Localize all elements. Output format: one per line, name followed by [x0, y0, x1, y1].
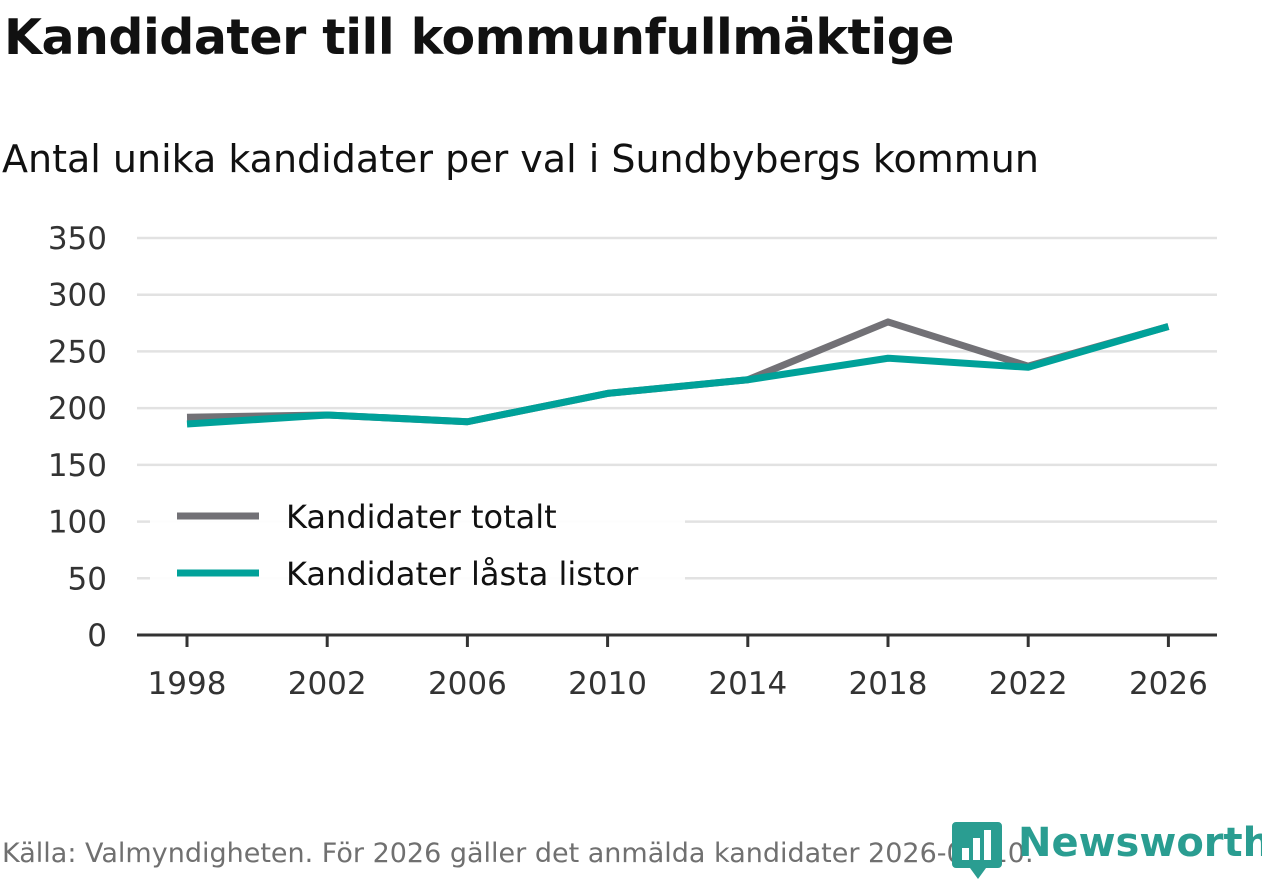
- y-tick-label-150: 150: [48, 448, 107, 484]
- data-point-s2-2002: [324, 411, 331, 418]
- brand-name: Newsworthy: [1018, 820, 1262, 866]
- data-point-s2-2022: [1025, 364, 1032, 371]
- x-tick-label-2026: 2026: [1129, 666, 1208, 702]
- series-line-1: [186, 318, 1170, 426]
- series-line-2: [186, 323, 1170, 428]
- data-point-s2-2018: [885, 355, 892, 362]
- y-tick-label-50: 50: [68, 561, 107, 597]
- y-tick-label-350: 350: [48, 221, 107, 257]
- legend-label-2: Kandidater låsta listor: [286, 555, 639, 593]
- x-tick-label-2022: 2022: [989, 666, 1068, 702]
- data-point-s2-2014: [744, 376, 751, 383]
- data-point-s1-1998: [184, 414, 191, 421]
- data-point-s2-2026: [1165, 323, 1172, 330]
- source-note: Källa: Valmyndigheten. För 2026 gäller d…: [2, 838, 1034, 869]
- y-tick-label-100: 100: [48, 505, 107, 541]
- y-tick-label-250: 250: [48, 334, 107, 370]
- x-tick-label-2010: 2010: [568, 666, 647, 702]
- bar-chart-pin-icon: [952, 822, 1002, 879]
- x-tick-label-2018: 2018: [849, 666, 928, 702]
- x-tick-label-2014: 2014: [708, 666, 787, 702]
- data-point-s2-2006: [464, 418, 471, 425]
- data-point-s1-2018: [885, 318, 892, 325]
- y-tick-label-0: 0: [87, 618, 107, 654]
- brand-logo: Newsworthy: [952, 820, 1262, 880]
- chart-subtitle: Antal unika kandidater per val i Sundbyb…: [2, 137, 1039, 181]
- y-tick-label-300: 300: [48, 278, 107, 314]
- legend-label-1: Kandidater totalt: [286, 498, 557, 536]
- x-tick-label-2002: 2002: [288, 666, 367, 702]
- legend-box: [150, 488, 685, 604]
- data-point-s2-2010: [604, 390, 611, 397]
- y-tick-label-200: 200: [48, 391, 107, 427]
- x-tick-label-1998: 1998: [148, 666, 227, 702]
- data-point-s2-1998: [184, 421, 191, 428]
- chart-title: Kandidater till kommunfullmäktige: [4, 9, 955, 66]
- x-tick-label-2006: 2006: [428, 666, 507, 702]
